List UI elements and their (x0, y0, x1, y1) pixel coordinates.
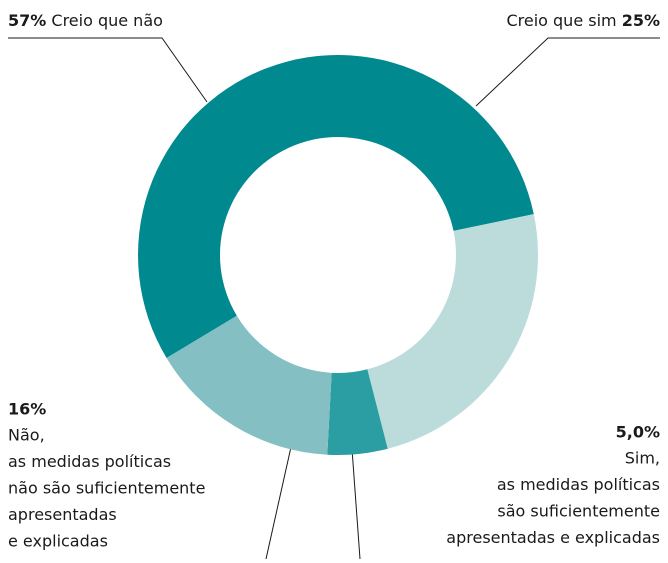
slice-label: Não, (8, 426, 45, 445)
donut-slice (166, 315, 332, 455)
donut-slice (327, 369, 388, 455)
label-part: Creio que não (51, 11, 163, 30)
slice-label: e explicadas (8, 532, 108, 551)
slice-label: apresentadas e explicadas (446, 528, 660, 547)
slice-label: as medidas políticas (8, 452, 171, 471)
label-part: 25% (622, 11, 660, 30)
slice-value-label: 5,0% (616, 423, 660, 442)
leader-line (8, 37, 208, 103)
leader-line (265, 446, 292, 560)
label-part: Creio que sim (506, 11, 616, 30)
label-part: 57% (8, 11, 46, 30)
leader-line (475, 37, 660, 107)
slice-label: as medidas políticas (497, 475, 660, 494)
slice-label: Sim, (625, 449, 660, 468)
slice-label: são suficientemente (497, 502, 660, 521)
slice-label: Creio que sim 25% (506, 11, 660, 30)
slice-label: 57% Creio que não (8, 11, 163, 30)
leader-line (351, 448, 361, 560)
slice-label: não são suficientemente (8, 479, 205, 498)
donut-slice (367, 214, 538, 449)
donut-slice (138, 55, 534, 359)
slice-value-label: 16% (8, 400, 46, 419)
slice-label: apresentadas (8, 505, 117, 524)
